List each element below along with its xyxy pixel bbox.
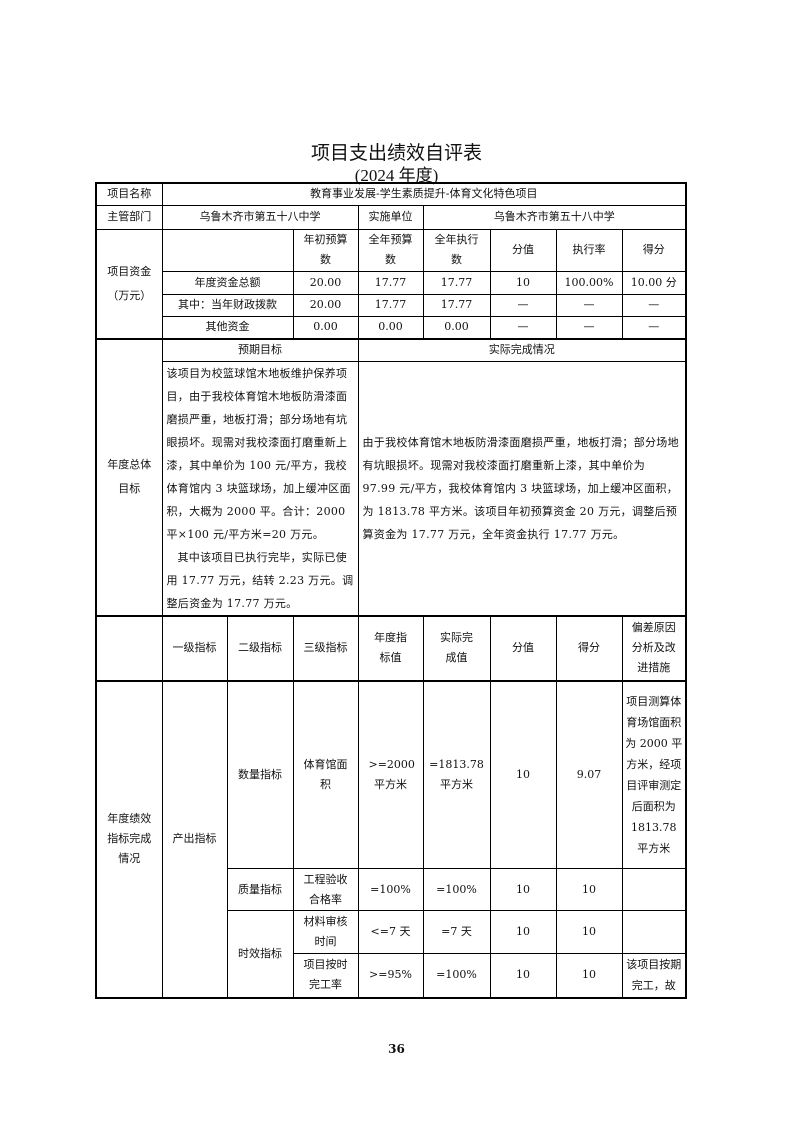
- level3-indicator: 材料审核时间: [292, 910, 359, 954]
- level3-indicator: 项目按时完工率: [292, 953, 359, 998]
- indicator-row: 时效指标 材料审核时间 <=7 天 =7 天 10 10: [96, 910, 687, 998]
- expected-goal-header: 预期目标: [161, 338, 359, 362]
- weight-value: 10: [489, 679, 557, 869]
- indicators-header: 偏差原因分析及改进措施: [621, 614, 687, 681]
- weight-value: 10: [489, 953, 557, 998]
- actual-result-text: 由于我校体育馆木地板防滑漆面磨损严重，地板打滑；部分场地有坑眼损坏。现需对我校漆…: [357, 360, 687, 616]
- deviation-reason: [621, 910, 687, 954]
- funds-cell: 20.00: [292, 293, 359, 317]
- department-label: 主管部门: [95, 204, 163, 230]
- funds-cell: 20.00: [292, 270, 359, 295]
- indicators-header: 得分: [555, 614, 623, 681]
- document-subtitle: (2024 年度): [354, 166, 439, 185]
- indicators-header: 二级指标: [226, 614, 294, 681]
- indicators-header: 三级指标: [292, 614, 359, 681]
- funds-cell: 0.00: [357, 315, 424, 340]
- funds-cell: 年度资金总额: [161, 270, 294, 295]
- indicators-header: 分值: [489, 614, 557, 681]
- target-value: <=7 天: [357, 910, 424, 954]
- funds-cell: 17.77: [357, 270, 424, 295]
- level2-indicator: 时效指标: [226, 910, 294, 998]
- funds-cell: 10.00 分: [621, 270, 687, 295]
- indicators-header-blank: [95, 614, 163, 681]
- score-value: 10: [555, 910, 623, 954]
- level3-indicator: 体育馆面积: [292, 679, 359, 869]
- actual-value: =100%: [422, 953, 491, 998]
- funds-cell: 17.77: [422, 293, 491, 317]
- document-title: 项目支出绩效自评表: [310, 142, 482, 164]
- funds-header: 年初预算数: [292, 228, 359, 272]
- funds-header: 全年执行数: [422, 228, 491, 272]
- funds-cell: —: [555, 315, 623, 340]
- department-row: 主管部门 乌鲁木齐市第五十八中学 实施单位 乌鲁木齐市第五十八中学: [95, 204, 687, 230]
- expected-goal-paragraph: 其中该项目已执行完毕，实际已使用 17.77 万元，结转 2.23 万元。调整后…: [166, 550, 354, 610]
- funds-cell: 17.77: [357, 293, 424, 317]
- funds-cell: —: [555, 293, 623, 317]
- performance-table: 项目名称 教育事业发展-学生素质提升-体育文化特色项目 主管部门 乌鲁木齐市第五…: [95, 182, 688, 999]
- level2-indicator: 数量指标: [226, 679, 294, 869]
- target-value: >=95%: [357, 953, 424, 998]
- funds-cell: 10: [489, 270, 557, 295]
- indicators-header: 实际完成值: [422, 614, 491, 681]
- page-number: 36: [388, 1042, 405, 1056]
- project-name-row: 项目名称 教育事业发展-学生素质提升-体育文化特色项目: [95, 182, 687, 206]
- funds-cell: 0.00: [422, 315, 491, 340]
- funds-cell: —: [621, 315, 687, 340]
- level1-indicator: 产出指标: [161, 679, 228, 998]
- funds-label: 项目资金（万元）: [95, 228, 163, 340]
- actual-result-header: 实际完成情况: [357, 338, 687, 362]
- funds-header: 分值: [489, 228, 557, 272]
- funds-cell: 其中：当年财政拨款: [161, 293, 294, 317]
- indicators-header: 一级指标: [161, 614, 228, 681]
- funds-cell: 其他资金: [161, 315, 294, 340]
- indicators-header-row: 一级指标 二级指标 三级指标 年度指标值 实际完成值 分值 得分 偏差原因分析及…: [95, 614, 687, 681]
- funds-cell: —: [621, 293, 687, 317]
- actual-value: =1813.78 平方米: [422, 679, 491, 869]
- funds-row: 年度资金总额 20.00 17.77 17.77 10 100.00% 10.0…: [96, 270, 687, 295]
- funds-header: [161, 228, 294, 272]
- indicators-label: 年度绩效指标完成情况: [95, 679, 163, 998]
- goals-content-row: 该项目为校篮球馆木地板维护保养项目，由于我校体育馆木地板防滑漆面磨损严重，地板打…: [96, 360, 687, 616]
- project-name-value: 教育事业发展-学生素质提升-体育文化特色项目: [161, 182, 687, 206]
- level2-indicator: 质量指标: [226, 868, 294, 911]
- indicator-row: 质量指标 工程验收合格率 =100% =100% 10 10: [96, 868, 687, 911]
- weight-value: 10: [489, 868, 557, 911]
- funds-header: 全年预算数: [357, 228, 424, 272]
- weight-value: 10: [489, 910, 557, 954]
- deviation-reason: [621, 868, 687, 911]
- indicators-header: 年度指标值: [357, 614, 424, 681]
- indicator-row: 项目按时完工率 >=95% =100% 10 10 该项目按期完工，故: [96, 953, 687, 998]
- funds-header-row: 项目资金（万元） 年初预算数 全年预算数 全年执行数 分值 执行率 得分: [95, 228, 687, 340]
- implementer-value: 乌鲁木齐市第五十八中学: [422, 204, 687, 230]
- project-name-label: 项目名称: [95, 182, 163, 206]
- expected-goal-text: 该项目为校篮球馆木地板维护保养项目，由于我校体育馆木地板防滑漆面磨损严重，地板打…: [161, 360, 359, 616]
- funds-cell: 100.00%: [555, 270, 623, 295]
- target-value: =100%: [357, 868, 424, 911]
- goals-label: 年度总体目标: [95, 338, 163, 616]
- score-value: 10: [555, 953, 623, 998]
- actual-value: =100%: [422, 868, 491, 911]
- target-value: >=2000 平方米: [357, 679, 424, 869]
- funds-row: 其他资金 0.00 0.00 0.00 — — —: [96, 315, 687, 340]
- actual-value: =7 天: [422, 910, 491, 954]
- funds-cell: 0.00: [292, 315, 359, 340]
- deviation-reason: 该项目按期完工，故: [621, 953, 687, 998]
- funds-row: 其中：当年财政拨款 20.00 17.77 17.77 — — —: [96, 293, 687, 317]
- department-value: 乌鲁木齐市第五十八中学: [161, 204, 359, 230]
- funds-header: 得分: [621, 228, 687, 272]
- indicator-row: 年度绩效指标完成情况 产出指标 数量指标 体育馆面积 >=2000 平方米 =1…: [95, 679, 687, 998]
- deviation-reason: 项目测算体育场馆面积为 2000 平方米，经项目评审测定后面积为 1813.78…: [621, 679, 687, 869]
- score-value: 10: [555, 868, 623, 911]
- funds-cell: 17.77: [422, 270, 491, 295]
- level3-indicator: 工程验收合格率: [292, 868, 359, 911]
- expected-goal-paragraph: 该项目为校篮球馆木地板维护保养项目，由于我校体育馆木地板防滑漆面磨损严重，地板打…: [166, 366, 351, 541]
- funds-cell: —: [489, 315, 557, 340]
- funds-header: 执行率: [555, 228, 623, 272]
- funds-cell: —: [489, 293, 557, 317]
- score-value: 9.07: [555, 679, 623, 869]
- goals-header-row: 年度总体目标 预期目标 实际完成情况: [95, 338, 687, 616]
- implementer-label: 实施单位: [357, 204, 424, 230]
